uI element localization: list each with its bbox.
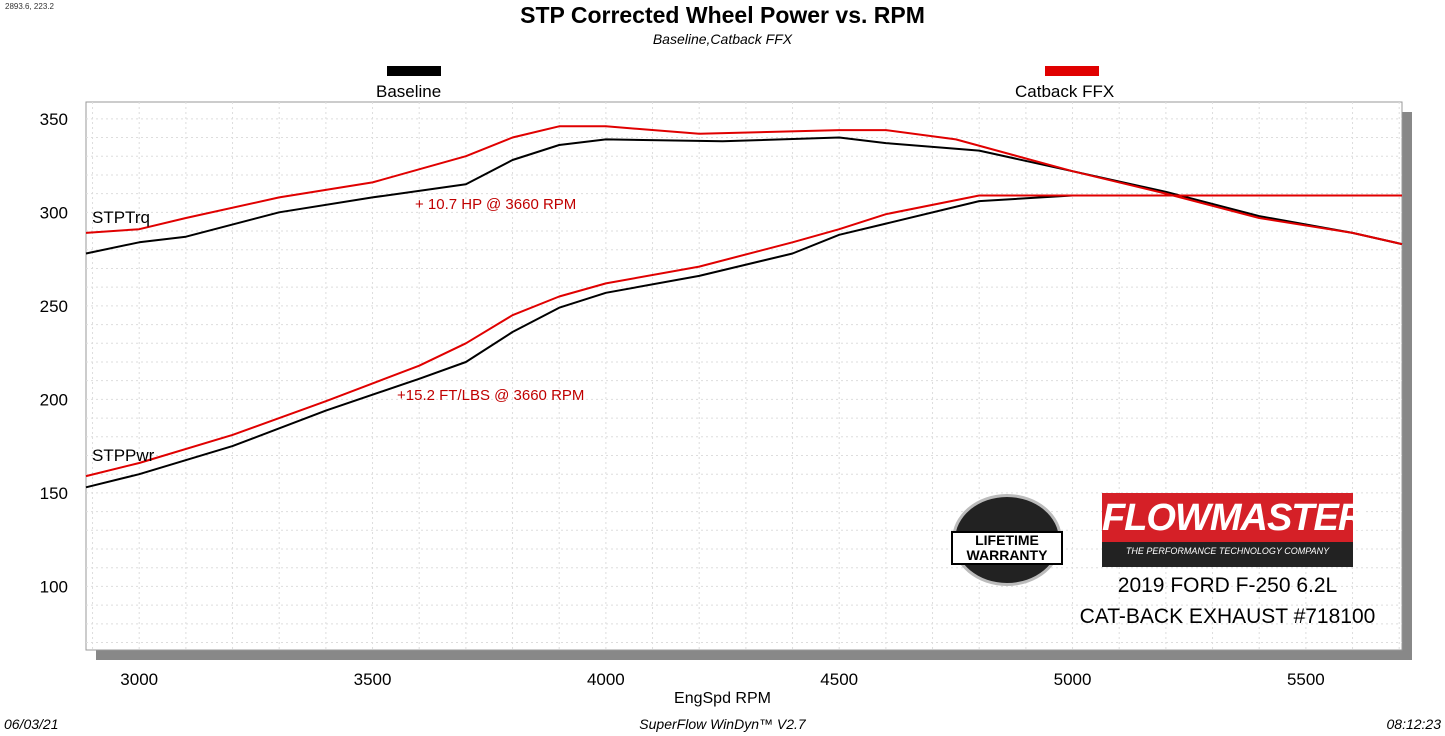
y-tick-label: 150 [40, 484, 68, 503]
legend-label-baseline: Baseline [376, 82, 442, 101]
y-tick-label: 300 [40, 203, 68, 222]
annotation-hp-gain: + 10.7 HP @ 3660 RPM [415, 196, 577, 213]
legend-swatch-baseline [387, 66, 441, 76]
footer-time: 08:12:23 [1386, 716, 1442, 732]
x-tick-label: 5000 [1054, 670, 1092, 689]
series-line-catback-ffx-stppwr [85, 194, 1402, 478]
flowmaster-brand: FLOWMASTER [1102, 497, 1365, 539]
legend-swatch-catback [1045, 66, 1099, 76]
y-tick-label: 350 [40, 110, 68, 129]
vehicle-line2: CAT-BACK EXHAUST #718100 [1079, 605, 1376, 628]
flowmaster-logo: FLOWMASTER THE PERFORMANCE TECHNOLOGY CO… [1102, 493, 1365, 567]
coordinate-readout: 2893.6, 223.2 [5, 2, 54, 11]
x-axis-label: EngSpd RPM [674, 690, 771, 707]
y-tick-label: 250 [40, 297, 68, 316]
y-tick-label: 100 [40, 577, 68, 596]
chart-title: STP Corrected Wheel Power vs. RPM [520, 2, 925, 28]
warranty-logo: LIFETIME WARRANTY [951, 494, 1063, 586]
curve-label-torque: STPTrq [92, 208, 150, 227]
chart-subtitle: Baseline,Catback FFX [652, 31, 793, 47]
plot-area [85, 101, 1403, 651]
vehicle-line1: 2019 FORD F-250 6.2L [1117, 574, 1338, 597]
x-tick-label: 3500 [354, 670, 392, 689]
series-line-catback-ffx-stptrq [85, 125, 1403, 246]
footer-date: 06/03/21 [4, 716, 59, 732]
curve-label-power: STPPwr [92, 446, 155, 465]
footer-software: SuperFlow WinDyn™ V2.7 [639, 716, 806, 732]
x-tick-label: 4500 [820, 670, 858, 689]
flowmaster-tagline: THE PERFORMANCE TECHNOLOGY COMPANY [1125, 546, 1330, 556]
annotation-tq-gain: +15.2 FT/LBS @ 3660 RPM [397, 387, 585, 404]
x-tick-label: 3000 [120, 670, 158, 689]
series-line-baseline-stppwr [85, 194, 1402, 489]
legend-label-catback: Catback FFX [1015, 82, 1115, 101]
y-tick-label: 200 [40, 390, 68, 409]
x-tick-label: 5500 [1287, 670, 1325, 689]
x-tick-label: 4000 [587, 670, 625, 689]
